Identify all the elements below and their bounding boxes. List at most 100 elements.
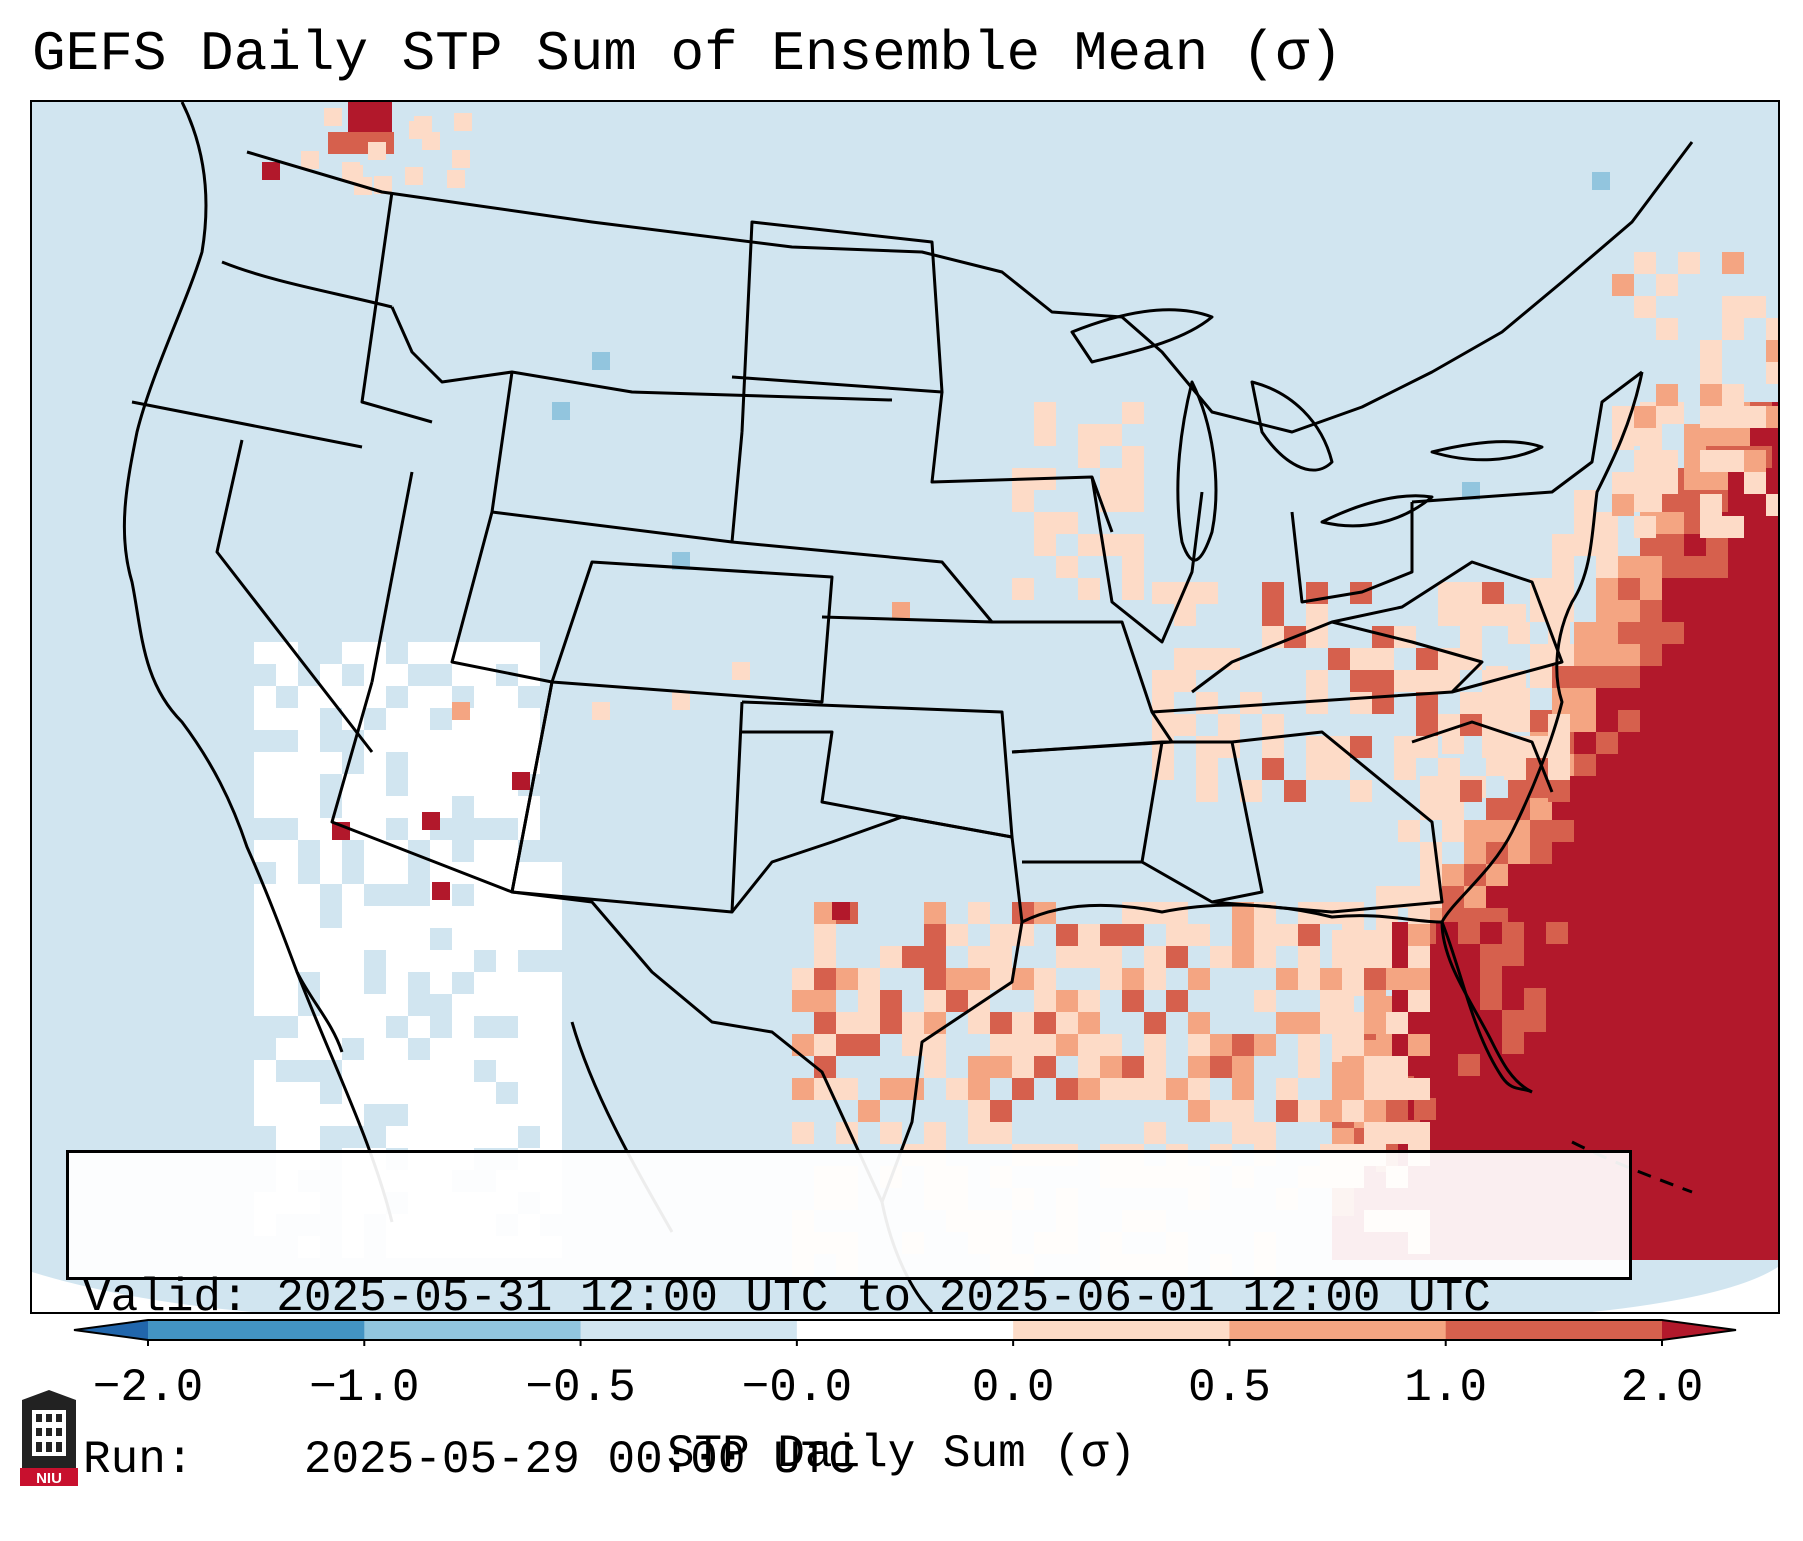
- high-cell: [1640, 1216, 1662, 1238]
- high-cell: [1464, 1128, 1486, 1150]
- gulf-cell: [792, 1034, 814, 1056]
- florida-cell: [1546, 1054, 1568, 1076]
- gulf-cell: [1078, 1012, 1100, 1034]
- gulf-cell: [1078, 946, 1100, 968]
- gulf-cell: [1276, 924, 1298, 946]
- northeast-cell: [1766, 318, 1778, 340]
- high-cell: [1772, 1084, 1778, 1106]
- florida-cell: [1458, 944, 1480, 966]
- high-cell: [1640, 1062, 1662, 1084]
- neutral-cell: [276, 840, 298, 862]
- gulf-cell: [990, 968, 1012, 990]
- gulf-cell: [1386, 1056, 1408, 1078]
- valley-cell: [1438, 604, 1460, 626]
- high-cell: [1662, 974, 1684, 996]
- high-cell: [1662, 1194, 1684, 1216]
- neutral-cell: [298, 1126, 320, 1148]
- florida-cell: [1546, 1098, 1568, 1120]
- northeast-cell: [1722, 406, 1744, 428]
- high-cell: [1750, 776, 1772, 798]
- gulf-cell: [1188, 1100, 1210, 1122]
- high-cell: [1706, 644, 1728, 666]
- neutral-cell: [430, 1126, 452, 1148]
- high-cell: [1706, 1194, 1728, 1216]
- neutral-cell: [364, 774, 386, 796]
- neutral-cell: [342, 928, 364, 950]
- map-panel[interactable]: [30, 100, 1780, 1314]
- high-cell: [1750, 1194, 1772, 1216]
- gulf-cell: [1188, 924, 1210, 946]
- valley-cell: [1306, 692, 1328, 714]
- northeast-cell: [1700, 494, 1722, 516]
- gulf-cell: [1144, 946, 1166, 968]
- faint-cell: [1420, 798, 1442, 820]
- stp-map: [32, 102, 1778, 1312]
- neutral-cell: [452, 774, 474, 796]
- high-cell: [1640, 1128, 1662, 1150]
- neutral-cell: [342, 774, 364, 796]
- colorbar-tick-label: −2.0: [92, 1362, 204, 1414]
- high-cell: [1772, 622, 1778, 644]
- high-edge-cell: [1662, 578, 1684, 600]
- neutral-cell: [430, 774, 452, 796]
- valley-cell: [1306, 604, 1328, 626]
- neutral-cell: [474, 708, 496, 730]
- neutral-cell: [386, 1082, 408, 1104]
- faint-cell: [1486, 754, 1508, 776]
- high-cell: [1750, 820, 1772, 842]
- neutral-cell: [496, 686, 518, 708]
- florida-cell: [1480, 966, 1502, 988]
- neutral-cell: [386, 950, 408, 972]
- high-edge-cell: [1552, 798, 1574, 820]
- high-cell: [1772, 644, 1778, 666]
- high-cell: [1750, 556, 1772, 578]
- valley-cell: [1174, 648, 1196, 670]
- high-cell: [1640, 930, 1662, 952]
- neutral-cell: [452, 1060, 474, 1082]
- high-cell: [1750, 1040, 1772, 1062]
- neutral-cell: [276, 774, 298, 796]
- high-cell: [1728, 1062, 1750, 1084]
- high-edge-cell: [1618, 666, 1640, 688]
- faint-cell: [1530, 644, 1552, 666]
- neutral-cell: [342, 950, 364, 972]
- high-cell: [1728, 996, 1750, 1018]
- run-label: Run:: [83, 1434, 194, 1486]
- valley-cell: [1196, 736, 1218, 758]
- neutral-cell: [474, 796, 496, 818]
- neutral-cell: [408, 774, 430, 796]
- faint-cell: [1574, 490, 1596, 512]
- gulf-cell: [1254, 946, 1276, 968]
- northeast-cell: [1656, 384, 1678, 406]
- gulf-cell: [814, 1034, 836, 1056]
- neutral-cell: [298, 686, 320, 708]
- high-cell: [1618, 1062, 1640, 1084]
- neutral-cell: [518, 906, 540, 928]
- neutral-cell: [364, 994, 386, 1016]
- high-cell: [1596, 996, 1618, 1018]
- northeast-cell: [1634, 450, 1656, 472]
- high-cell: [1772, 556, 1778, 578]
- mid-cell: [1618, 622, 1640, 644]
- neutral-cell: [254, 928, 276, 950]
- midwest-cell: [1012, 490, 1034, 512]
- neutral-cell: [518, 862, 540, 884]
- neutral-cell: [276, 1104, 298, 1126]
- high-cell: [1772, 1106, 1778, 1128]
- gulf-cell: [1188, 1056, 1210, 1078]
- florida-cell: [1414, 1098, 1436, 1120]
- neutral-cell: [364, 840, 386, 862]
- neutral-cell: [364, 752, 386, 774]
- high-cell: [1640, 1194, 1662, 1216]
- high-cell: [1640, 1084, 1662, 1106]
- neutral-cell: [320, 1104, 342, 1126]
- gulf-cell: [968, 902, 990, 924]
- neutral-cell: [408, 1126, 430, 1148]
- valley-cell: [1152, 582, 1174, 604]
- gulf-cell: [1320, 1012, 1342, 1034]
- neutral-cell: [408, 708, 430, 730]
- florida-cell: [1436, 1032, 1458, 1054]
- high-edge-cell: [1662, 600, 1684, 622]
- gulf-cell: [946, 968, 968, 990]
- colorbar-bin: [1229, 1320, 1447, 1340]
